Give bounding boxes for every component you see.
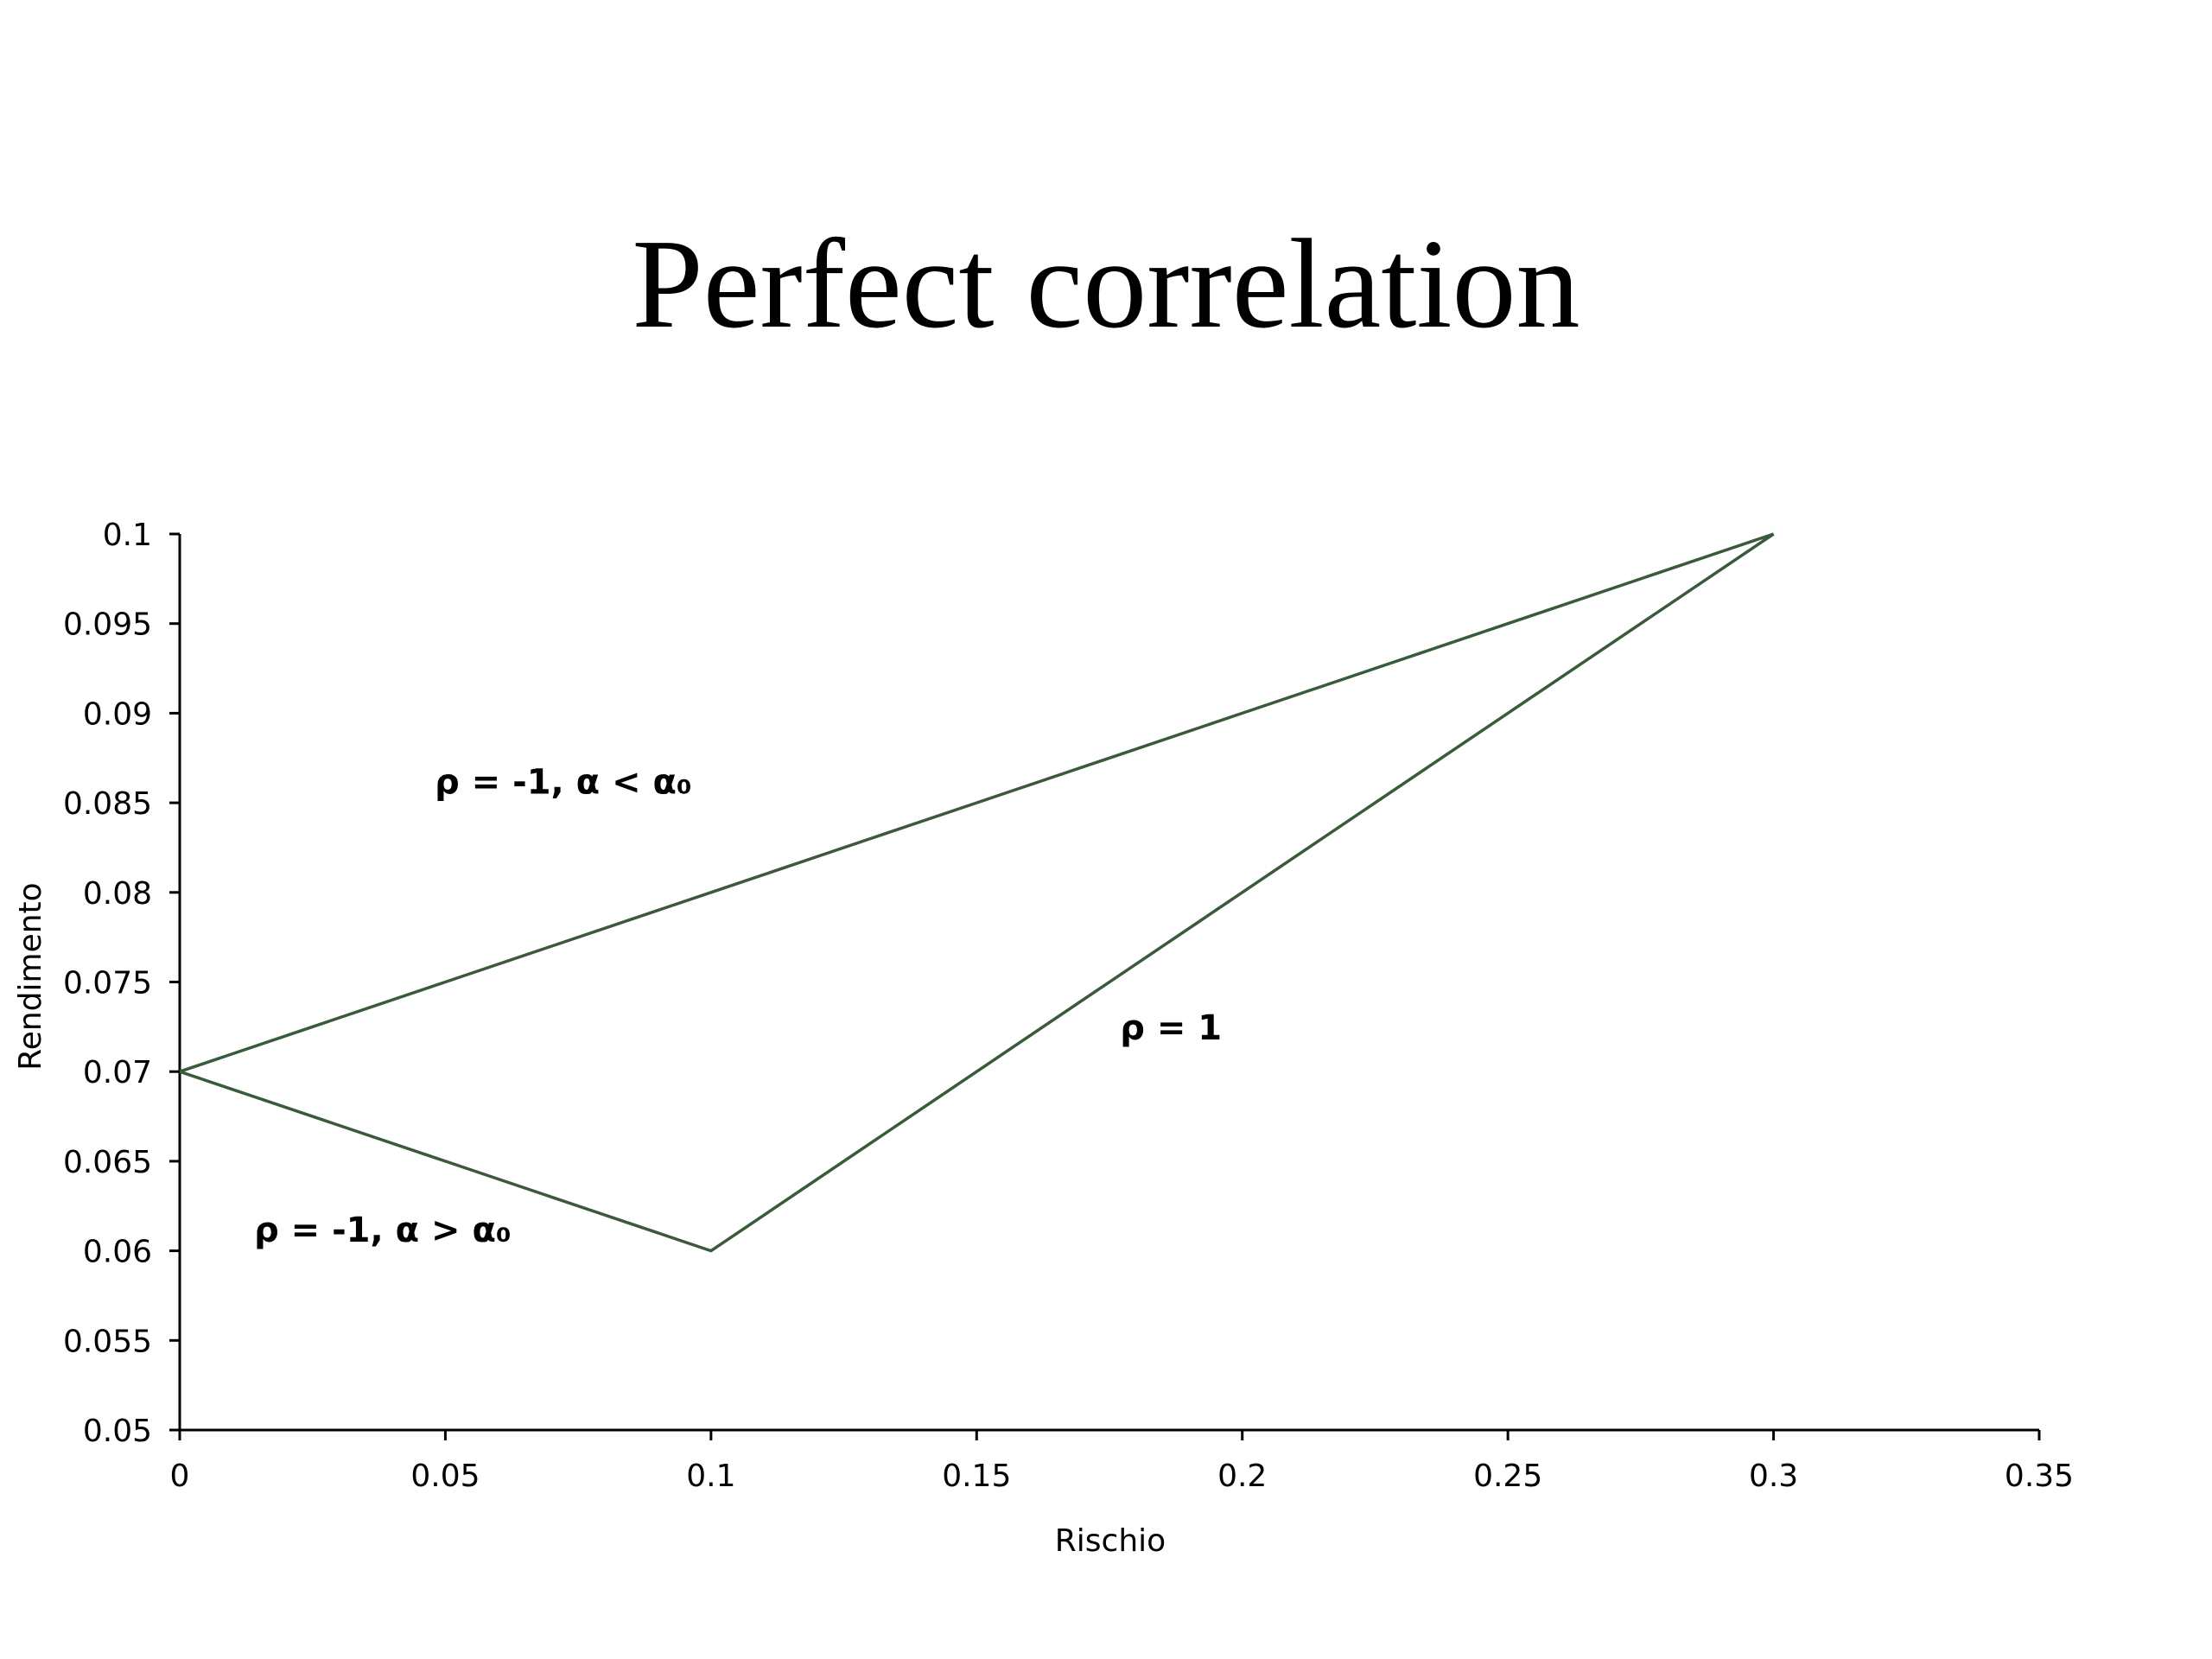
y-tick-label: 0.07 [83, 1055, 152, 1090]
x-tick-label: 0.1 [686, 1459, 735, 1494]
annotation-label-3: ρ = -1, α > α₀ [254, 1211, 511, 1250]
y-tick-label: 0.065 [63, 1145, 152, 1180]
y-tick-label: 0.05 [83, 1414, 152, 1449]
y-tick-label: 0.095 [63, 607, 152, 643]
y-axis-title: Rendimento [13, 882, 48, 1070]
y-tick-label: 0.06 [83, 1235, 152, 1270]
x-tick-label: 0.15 [942, 1459, 1011, 1494]
series-layer [179, 532, 1775, 1253]
x-tick-label: 0.2 [1217, 1459, 1267, 1494]
y-tick-label: 0.085 [63, 786, 152, 822]
slide-title: Perfect correlation [632, 213, 1580, 355]
y-tick-label: 0.08 [83, 876, 152, 912]
y-tick-label: 0.1 [103, 518, 152, 553]
y-tick-label: 0.075 [63, 966, 152, 1001]
x-tick-label: 0.3 [1749, 1459, 1798, 1494]
x-axis-title: Rischio [1055, 1523, 1166, 1559]
y-tick-label: 0.09 [83, 696, 152, 732]
series-line-1 [179, 532, 1775, 1073]
annotation-layer: ρ = -1, α < α₀ ρ = 1 ρ = -1, α > α₀ [254, 763, 1222, 1251]
annotation-label-2: ρ = 1 [1120, 1008, 1222, 1048]
series-line-2 [179, 532, 1775, 1253]
annotation-label-1: ρ = -1, α < α₀ [435, 763, 691, 803]
x-tick-label: 0.25 [1473, 1459, 1542, 1494]
y-tick-label: 0.055 [63, 1324, 152, 1359]
y-axis: 0.1 0.095 0.09 0.085 0.08 0.075 0.07 0.065 0.06 0… [63, 518, 181, 1449]
x-tick-label: 0.05 [410, 1459, 480, 1494]
x-tick-label: 0 [170, 1459, 190, 1494]
x-axis: 0 0.05 0.1 0.15 0.2 0.25 0.3 0.35 [170, 1428, 2074, 1494]
x-tick-label: 0.35 [2005, 1459, 2074, 1494]
